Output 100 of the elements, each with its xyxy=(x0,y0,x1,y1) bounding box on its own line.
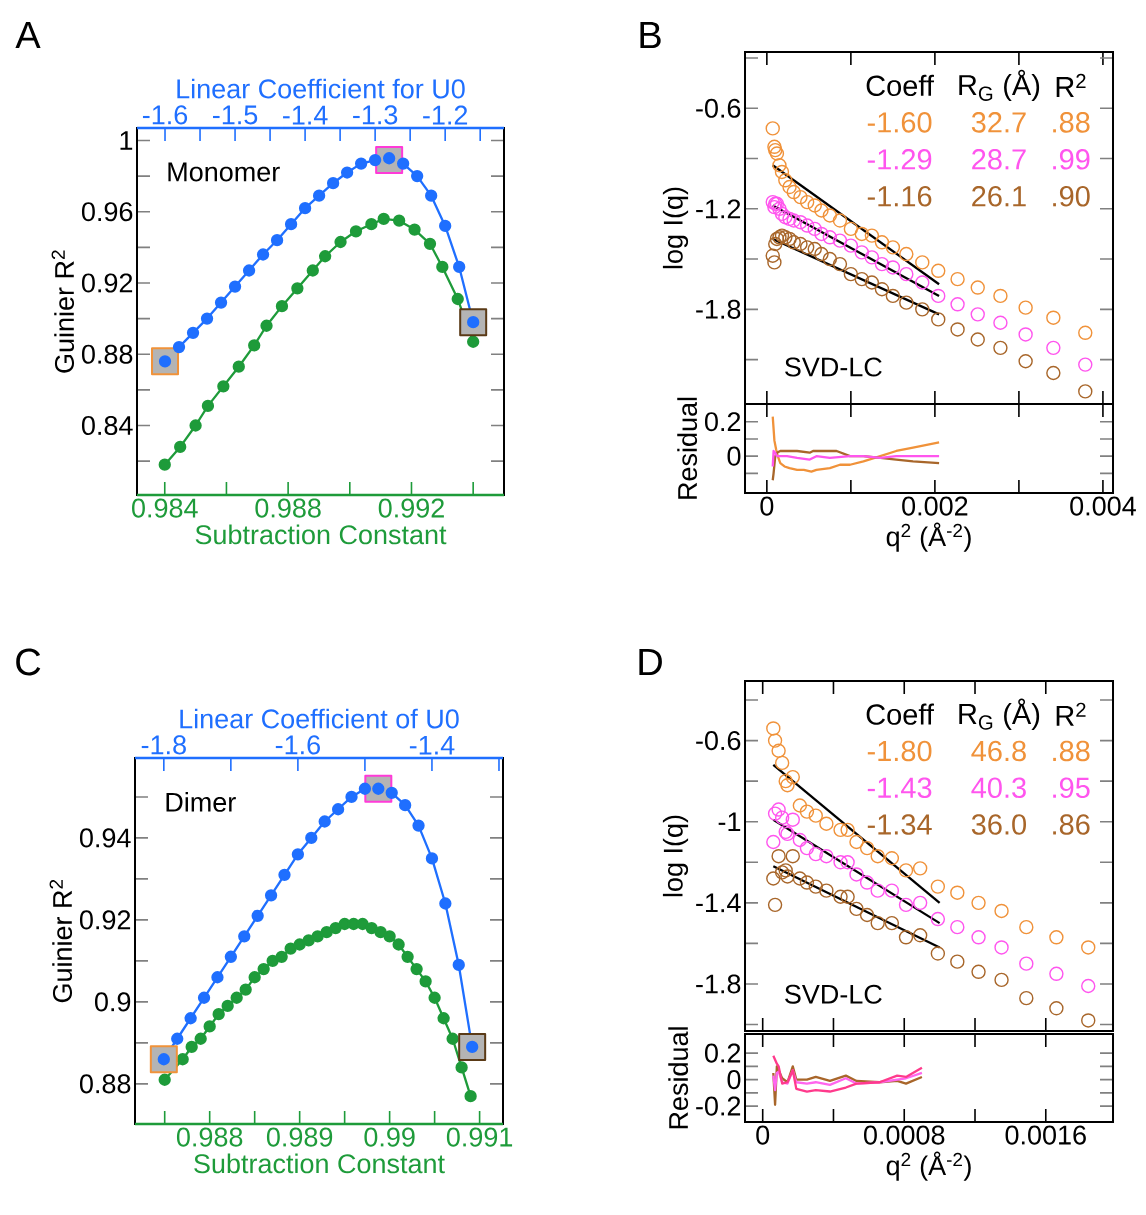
point xyxy=(1081,940,1096,955)
point xyxy=(239,983,252,996)
point xyxy=(1078,384,1093,399)
annotation: 26.1 xyxy=(972,186,1026,207)
point xyxy=(814,246,829,262)
point xyxy=(799,840,815,856)
point xyxy=(870,915,885,931)
chart-title: B xyxy=(640,21,661,49)
point xyxy=(898,930,914,945)
point xyxy=(785,812,800,827)
point xyxy=(212,1008,225,1021)
point xyxy=(201,399,215,413)
x2-tick-label: -1.6 xyxy=(275,735,320,755)
point xyxy=(930,911,946,927)
x-tick-label: 0.0016 xyxy=(1005,1125,1086,1145)
chart-title: C xyxy=(16,648,41,676)
annotation: -1.16 xyxy=(867,186,932,207)
point xyxy=(899,246,914,262)
point xyxy=(915,255,930,270)
point xyxy=(807,198,822,213)
point xyxy=(423,237,437,250)
point xyxy=(884,915,900,931)
point xyxy=(158,458,171,471)
point xyxy=(769,146,785,161)
point xyxy=(792,798,808,813)
point xyxy=(792,871,808,886)
point xyxy=(428,991,441,1004)
point xyxy=(874,282,890,297)
point xyxy=(766,834,781,850)
point xyxy=(915,275,930,290)
point xyxy=(774,755,790,771)
point xyxy=(1018,354,1033,369)
point xyxy=(970,307,985,322)
annotation: .88 xyxy=(1053,112,1090,133)
point xyxy=(808,846,823,862)
point xyxy=(311,930,324,943)
point xyxy=(766,871,781,886)
point xyxy=(410,962,423,976)
line-series xyxy=(771,415,941,473)
point xyxy=(408,223,421,236)
y-tick-label: -1.8 xyxy=(696,299,741,319)
point xyxy=(266,954,279,968)
x-tick-label: 0.0008 xyxy=(864,1125,945,1145)
point xyxy=(819,816,834,831)
point xyxy=(174,440,187,454)
point xyxy=(771,848,786,864)
point xyxy=(808,808,823,823)
point xyxy=(793,189,808,205)
y-tick-label: 0.2 xyxy=(704,412,741,432)
point xyxy=(778,173,793,188)
y-tick-label: 0.92 xyxy=(79,910,131,930)
point xyxy=(419,975,432,988)
point xyxy=(840,855,855,870)
point xyxy=(808,879,823,894)
point xyxy=(819,848,834,864)
x-axis-title: q$^{2}$ (Å$^{-2}$) xyxy=(886,1151,971,1181)
point xyxy=(356,917,369,931)
annotation: -1.29 xyxy=(867,149,932,170)
point xyxy=(1019,956,1034,971)
annotation: Coeff xyxy=(866,703,934,725)
annotation: -1.60 xyxy=(867,112,932,133)
point xyxy=(230,991,243,1004)
y-tick-label: 0.2 xyxy=(704,1043,741,1063)
point xyxy=(970,280,985,295)
annotation: .95 xyxy=(1053,777,1090,798)
annotation: Monomer xyxy=(168,162,280,182)
point xyxy=(864,250,880,265)
point xyxy=(786,184,801,200)
point xyxy=(349,225,363,238)
point xyxy=(393,214,406,227)
y-axis-title: Residual xyxy=(677,397,698,499)
x2-axis-title: Linear Coefficient for U0 xyxy=(177,78,465,99)
annotation: -1.43 xyxy=(867,777,932,798)
point xyxy=(971,895,986,911)
point xyxy=(912,928,928,943)
x2-tick-label: -1.2 xyxy=(423,105,468,125)
chart-title: A xyxy=(15,21,41,49)
point xyxy=(822,230,838,245)
point xyxy=(849,901,864,917)
point xyxy=(1049,1001,1064,1016)
point xyxy=(899,295,914,310)
point xyxy=(767,255,782,270)
annotation: 36.0 xyxy=(971,814,1027,835)
point xyxy=(874,256,890,272)
point xyxy=(217,380,230,393)
point xyxy=(293,938,306,951)
annotation: .86 xyxy=(1053,814,1090,835)
point xyxy=(782,211,797,227)
x2-tick-label: -1.4 xyxy=(283,105,328,125)
point xyxy=(780,778,795,793)
y-tick-label: -1.2 xyxy=(696,199,741,219)
point xyxy=(765,121,780,136)
point xyxy=(1019,990,1034,1006)
point xyxy=(1046,365,1061,381)
point xyxy=(843,238,859,253)
point xyxy=(365,218,378,231)
point xyxy=(365,921,378,935)
y-tick-label: 0.9 xyxy=(94,992,131,1012)
point xyxy=(436,260,449,274)
point xyxy=(843,266,859,282)
